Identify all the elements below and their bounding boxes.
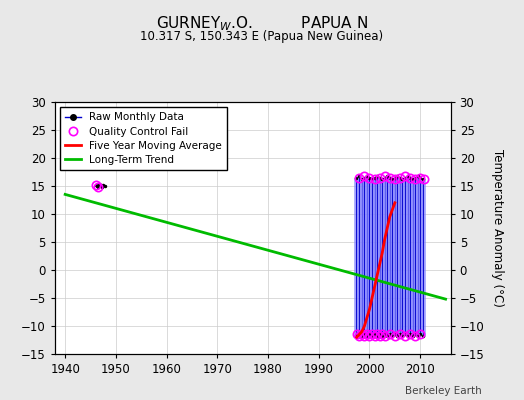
Legend: Raw Monthly Data, Quality Control Fail, Five Year Moving Average, Long-Term Tren: Raw Monthly Data, Quality Control Fail, … xyxy=(60,107,227,170)
Text: Berkeley Earth: Berkeley Earth xyxy=(406,386,482,396)
Y-axis label: Temperature Anomaly (°C): Temperature Anomaly (°C) xyxy=(491,149,504,307)
Text: GURNEY$_W$.O.          PAPUA N: GURNEY$_W$.O. PAPUA N xyxy=(156,14,368,33)
Text: 10.317 S, 150.343 E (Papua New Guinea): 10.317 S, 150.343 E (Papua New Guinea) xyxy=(140,30,384,43)
